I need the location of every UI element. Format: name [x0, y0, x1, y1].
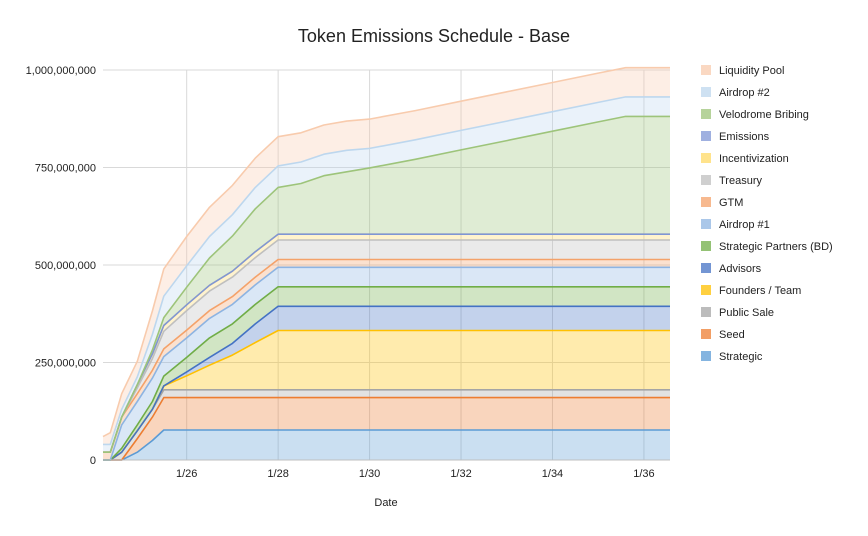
line-seed	[103, 396, 670, 461]
legend-label: Founders / Team	[719, 285, 801, 297]
legend-item: Liquidity Pool	[701, 65, 784, 77]
legend-swatch	[701, 153, 711, 163]
legend-swatch	[701, 263, 711, 273]
legend-label: Strategic Partners (BD)	[719, 241, 833, 253]
legend-label: Seed	[719, 329, 745, 341]
x-tick-label: 1/34	[542, 468, 563, 480]
x-tick-label: 1/32	[450, 468, 471, 480]
legend-label: Emissions	[719, 131, 770, 143]
area-velodrome-bribing	[103, 116, 670, 453]
legend-swatch	[701, 219, 711, 229]
legend-label: Liquidity Pool	[719, 65, 784, 77]
x-tick-label: 1/28	[267, 468, 288, 480]
legend-swatch	[701, 241, 711, 251]
legend-swatch	[701, 351, 711, 361]
legend-item: Strategic Partners (BD)	[701, 241, 833, 253]
area-advisors	[103, 306, 670, 460]
legend: Liquidity Pool Airdrop #2 Velodrome Bribin…	[701, 65, 833, 363]
legend-swatch	[701, 87, 711, 97]
area-founders-team	[103, 330, 670, 460]
legend-item: Advisors	[701, 263, 762, 275]
legend-swatch	[701, 175, 711, 185]
legend-label: Airdrop #1	[719, 219, 770, 231]
legend-label: Strategic	[719, 351, 763, 363]
x-tick-label: 1/36	[633, 468, 654, 480]
y-tick-label: 750,000,000	[35, 163, 96, 175]
area-strategic-partners-bd-	[103, 286, 670, 460]
legend-label: Velodrome Bribing	[719, 109, 809, 121]
area-strategic	[103, 430, 670, 460]
line-strategic-partners-bd-	[103, 286, 670, 461]
legend-label: Incentivization	[719, 153, 789, 165]
line-advisors	[103, 305, 670, 461]
legend-item: Seed	[701, 329, 745, 341]
legend-item: Incentivization	[701, 153, 789, 165]
line-emissions	[103, 233, 670, 453]
area-seed	[103, 397, 670, 460]
line-layer	[102, 66, 670, 461]
legend-swatch	[701, 65, 711, 75]
y-tick-label: 0	[90, 455, 96, 467]
legend-item: Emissions	[701, 131, 770, 143]
legend-item: Strategic	[701, 351, 763, 363]
legend-item: Airdrop #2	[701, 87, 770, 99]
legend-label: GTM	[719, 197, 743, 209]
legend-swatch	[701, 197, 711, 207]
line-velodrome-bribing	[103, 115, 670, 453]
legend-item: Velodrome Bribing	[701, 109, 809, 121]
legend-item: Airdrop #1	[701, 219, 770, 231]
x-tick-label: 1/26	[176, 468, 197, 480]
line-liquidity-pool	[102, 66, 670, 438]
legend-swatch	[701, 285, 711, 295]
chart-title: Token Emissions Schedule - Base	[298, 26, 570, 46]
line-treasury	[103, 239, 670, 453]
legend-swatch	[701, 307, 711, 317]
legend-label: Airdrop #2	[719, 87, 770, 99]
area-liquidity-pool	[103, 67, 670, 445]
axis-layer: 0 250,000,000 500,000,000 750,000,000 1,000,…	[26, 65, 670, 480]
line-strategic	[103, 429, 670, 461]
x-axis-title: Date	[374, 497, 397, 509]
legend-swatch	[701, 329, 711, 339]
line-airdrop-1	[103, 266, 670, 461]
legend-item: GTM	[701, 197, 743, 209]
legend-label: Advisors	[719, 263, 762, 275]
legend-label: Treasury	[719, 175, 762, 187]
legend-swatch	[701, 109, 711, 119]
legend-item: Public Sale	[701, 307, 774, 319]
line-gtm	[103, 258, 670, 453]
x-tick-label: 1/30	[359, 468, 380, 480]
y-tick-label: 250,000,000	[35, 358, 96, 370]
y-tick-label: 500,000,000	[35, 260, 96, 272]
legend-label: Public Sale	[719, 307, 774, 319]
legend-item: Treasury	[701, 175, 762, 187]
y-tick-label: 1,000,000,000	[26, 65, 96, 77]
legend-swatch	[701, 131, 711, 141]
legend-item: Founders / Team	[701, 285, 801, 297]
line-airdrop-2	[103, 96, 670, 446]
